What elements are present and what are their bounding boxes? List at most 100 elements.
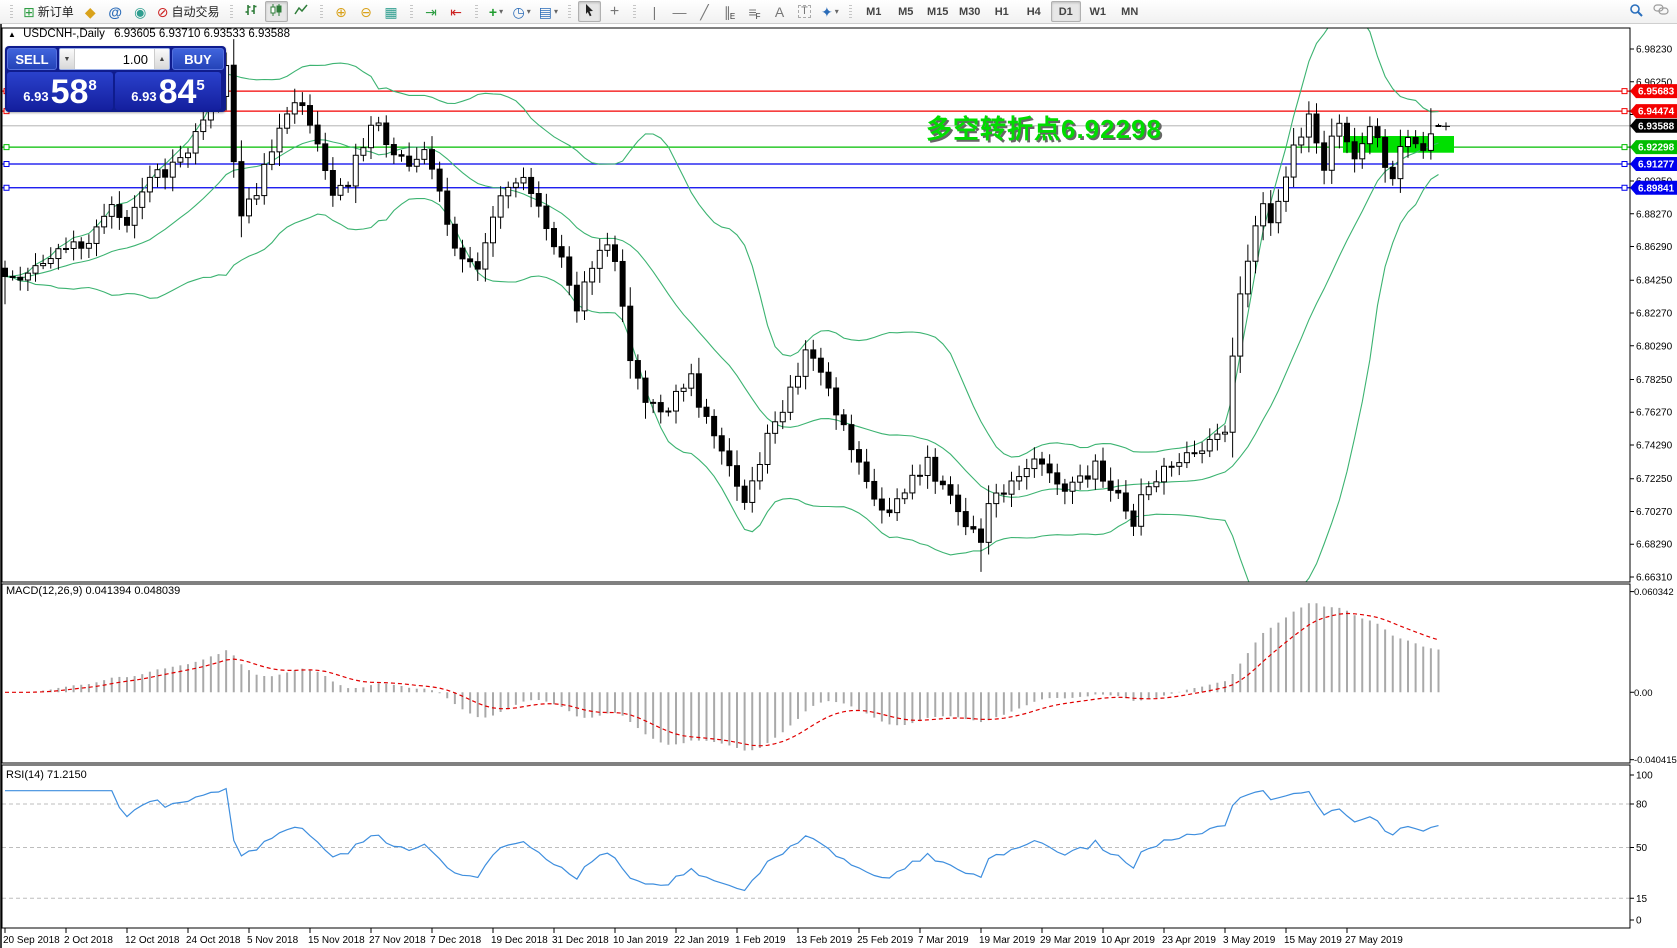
svg-text:6.84250: 6.84250 <box>1636 276 1673 287</box>
svg-text:6.76270: 6.76270 <box>1636 408 1673 419</box>
horizontal-line-button[interactable]: — <box>668 1 691 22</box>
fibonacci-button[interactable]: ≡ F <box>743 1 766 22</box>
line-chart-button[interactable] <box>290 1 313 22</box>
fibonacci-sub-label: F <box>755 12 761 21</box>
svg-text:19 Mar 2019: 19 Mar 2019 <box>979 935 1036 946</box>
svg-text:6.70270: 6.70270 <box>1636 507 1673 518</box>
shapes-button[interactable]: ✦ ▾ <box>818 1 842 22</box>
templates-icon: ▤ <box>538 3 552 20</box>
buy-price-pip: 5 <box>196 77 205 94</box>
macd-indicator-label: MACD(12,26,9) 0.041394 0.048039 <box>6 585 181 597</box>
tab-m30[interactable]: M30 <box>955 1 985 22</box>
bar-chart-button[interactable] <box>240 1 263 22</box>
svg-text:6.86290: 6.86290 <box>1636 242 1673 253</box>
chart-symbol-period: USDCNH-,Daily <box>23 28 105 40</box>
sell-price-tile[interactable]: 6.93 58 8 <box>7 72 113 110</box>
tab-d1[interactable]: D1 <box>1050 1 1081 22</box>
svg-text:25 Feb 2019: 25 Feb 2019 <box>857 935 914 946</box>
crosshair-button[interactable]: + <box>603 1 626 22</box>
svg-text:15: 15 <box>1636 894 1648 905</box>
buy-button[interactable]: BUY <box>172 48 224 70</box>
svg-text:10 Apr 2019: 10 Apr 2019 <box>1101 935 1155 946</box>
toolbar-grip <box>10 4 13 19</box>
tab-m1[interactable]: M1 <box>859 1 889 22</box>
svg-text:15 Nov 2018: 15 Nov 2018 <box>308 935 365 946</box>
auto-trading-button[interactable]: ⊘ 自动交易 <box>154 1 223 22</box>
auto-scroll-button[interactable]: ⇥ <box>420 1 443 22</box>
toolbar-grip <box>632 4 636 19</box>
trendline-button[interactable]: ╱ <box>693 1 716 22</box>
chart-title: ▲ USDCNH-,Daily 6.93605 6.93710 6.93533 … <box>8 28 290 40</box>
svg-text:6.82270: 6.82270 <box>1636 309 1673 320</box>
volume-decrease-button[interactable]: ▼ <box>60 49 75 69</box>
collapse-arrow-icon: ▲ <box>8 30 16 39</box>
cursor-button[interactable] <box>577 1 601 22</box>
svg-text:3 May 2019: 3 May 2019 <box>1223 935 1276 946</box>
turning-point-annotation: 多空转折点6.92298 <box>926 114 1162 144</box>
vertical-line-button[interactable]: | <box>643 1 666 22</box>
svg-text:6.89841: 6.89841 <box>1638 183 1675 194</box>
svg-text:7 Mar 2019: 7 Mar 2019 <box>918 935 969 946</box>
rsi-indicator-label: RSI(14) 71.2150 <box>6 769 87 781</box>
sell-button[interactable]: SELL <box>7 48 57 70</box>
fibonacci-icon: ≡ <box>748 3 757 20</box>
svg-text:19 Dec 2018: 19 Dec 2018 <box>491 935 548 946</box>
templates-button[interactable]: ▤ ▾ <box>536 1 561 22</box>
zoom-out-button[interactable]: ⊖ <box>355 1 378 22</box>
svg-text:6.72250: 6.72250 <box>1636 474 1673 485</box>
search-button[interactable] <box>1624 1 1647 22</box>
text-label-button[interactable]: T <box>793 1 816 22</box>
svg-text:100: 100 <box>1636 771 1653 782</box>
tab-mn[interactable]: MN <box>1115 1 1145 22</box>
chisel-icon: ◆ <box>84 3 96 20</box>
chart-canvas[interactable]: 6.982306.962506.942706.902506.882706.862… <box>0 24 1677 948</box>
periods-button[interactable]: ◷ ▾ <box>510 1 534 22</box>
svg-text:6.96250: 6.96250 <box>1636 77 1673 88</box>
label-icon: T <box>798 5 811 18</box>
svg-text:6.92298: 6.92298 <box>1638 143 1675 154</box>
chart-ohlc-values: 6.93605 6.93710 6.93533 6.93588 <box>114 28 290 40</box>
zoom-in-button[interactable]: ⊕ <box>330 1 353 22</box>
community-button[interactable]: @ <box>104 1 127 22</box>
svg-text:6.93588: 6.93588 <box>1638 121 1675 132</box>
chisel-button[interactable]: ◆ <box>79 1 102 22</box>
channel-button[interactable]: ∥ E <box>718 1 741 22</box>
chevron-down-icon: ▾ <box>499 7 504 16</box>
svg-text:13 Feb 2019: 13 Feb 2019 <box>796 935 853 946</box>
new-order-label: 新订单 <box>37 5 74 19</box>
buy-price-big: 84 <box>158 73 197 112</box>
candlestick-chart-button[interactable] <box>264 1 288 22</box>
buy-price-tile[interactable]: 6.93 84 5 <box>115 72 221 110</box>
volume-increase-button[interactable]: ▲ <box>154 49 169 69</box>
toolbar-grip <box>474 4 478 19</box>
svg-text:2 Oct 2018: 2 Oct 2018 <box>64 935 113 946</box>
chat-button[interactable] <box>1649 1 1672 22</box>
tile-windows-button[interactable]: ▦ <box>380 1 403 22</box>
text-button[interactable]: A <box>768 1 791 22</box>
candlestick-icon <box>269 3 283 20</box>
toolbar-grip <box>319 4 323 19</box>
chart-shift-button[interactable]: ⇤ <box>445 1 468 22</box>
indicators-button[interactable]: + ▾ <box>485 1 508 22</box>
chevron-down-icon: ▾ <box>834 7 839 16</box>
chart-window: 6.982306.962506.942706.902506.882706.862… <box>0 24 1677 948</box>
tab-w1[interactable]: W1 <box>1083 1 1113 22</box>
one-click-trading-panel: SELL ▼ 1.00 ▲ BUY 6.93 58 8 6.93 84 5 <box>5 46 226 112</box>
tab-m5[interactable]: M5 <box>891 1 921 22</box>
new-order-button[interactable]: ⊞ 新订单 <box>20 1 77 22</box>
tab-h1[interactable]: H1 <box>987 1 1017 22</box>
svg-text:50: 50 <box>1636 843 1648 854</box>
tab-h4[interactable]: H4 <box>1019 1 1049 22</box>
svg-text:0.060342: 0.060342 <box>1634 587 1674 598</box>
svg-text:7 Dec 2018: 7 Dec 2018 <box>430 935 482 946</box>
svg-text:6.68290: 6.68290 <box>1636 540 1673 551</box>
sell-price-pip: 8 <box>88 77 97 94</box>
volume-value[interactable]: 1.00 <box>122 51 148 67</box>
tile-windows-icon: ▦ <box>384 3 398 20</box>
tab-m15[interactable]: M15 <box>923 1 953 22</box>
trendline-icon: ╱ <box>700 3 709 20</box>
signals-button[interactable]: ◉ <box>129 1 152 22</box>
chart-shift-icon: ⇤ <box>450 3 462 20</box>
chevron-down-icon: ▾ <box>553 7 558 16</box>
toolbar-grip <box>409 4 413 19</box>
